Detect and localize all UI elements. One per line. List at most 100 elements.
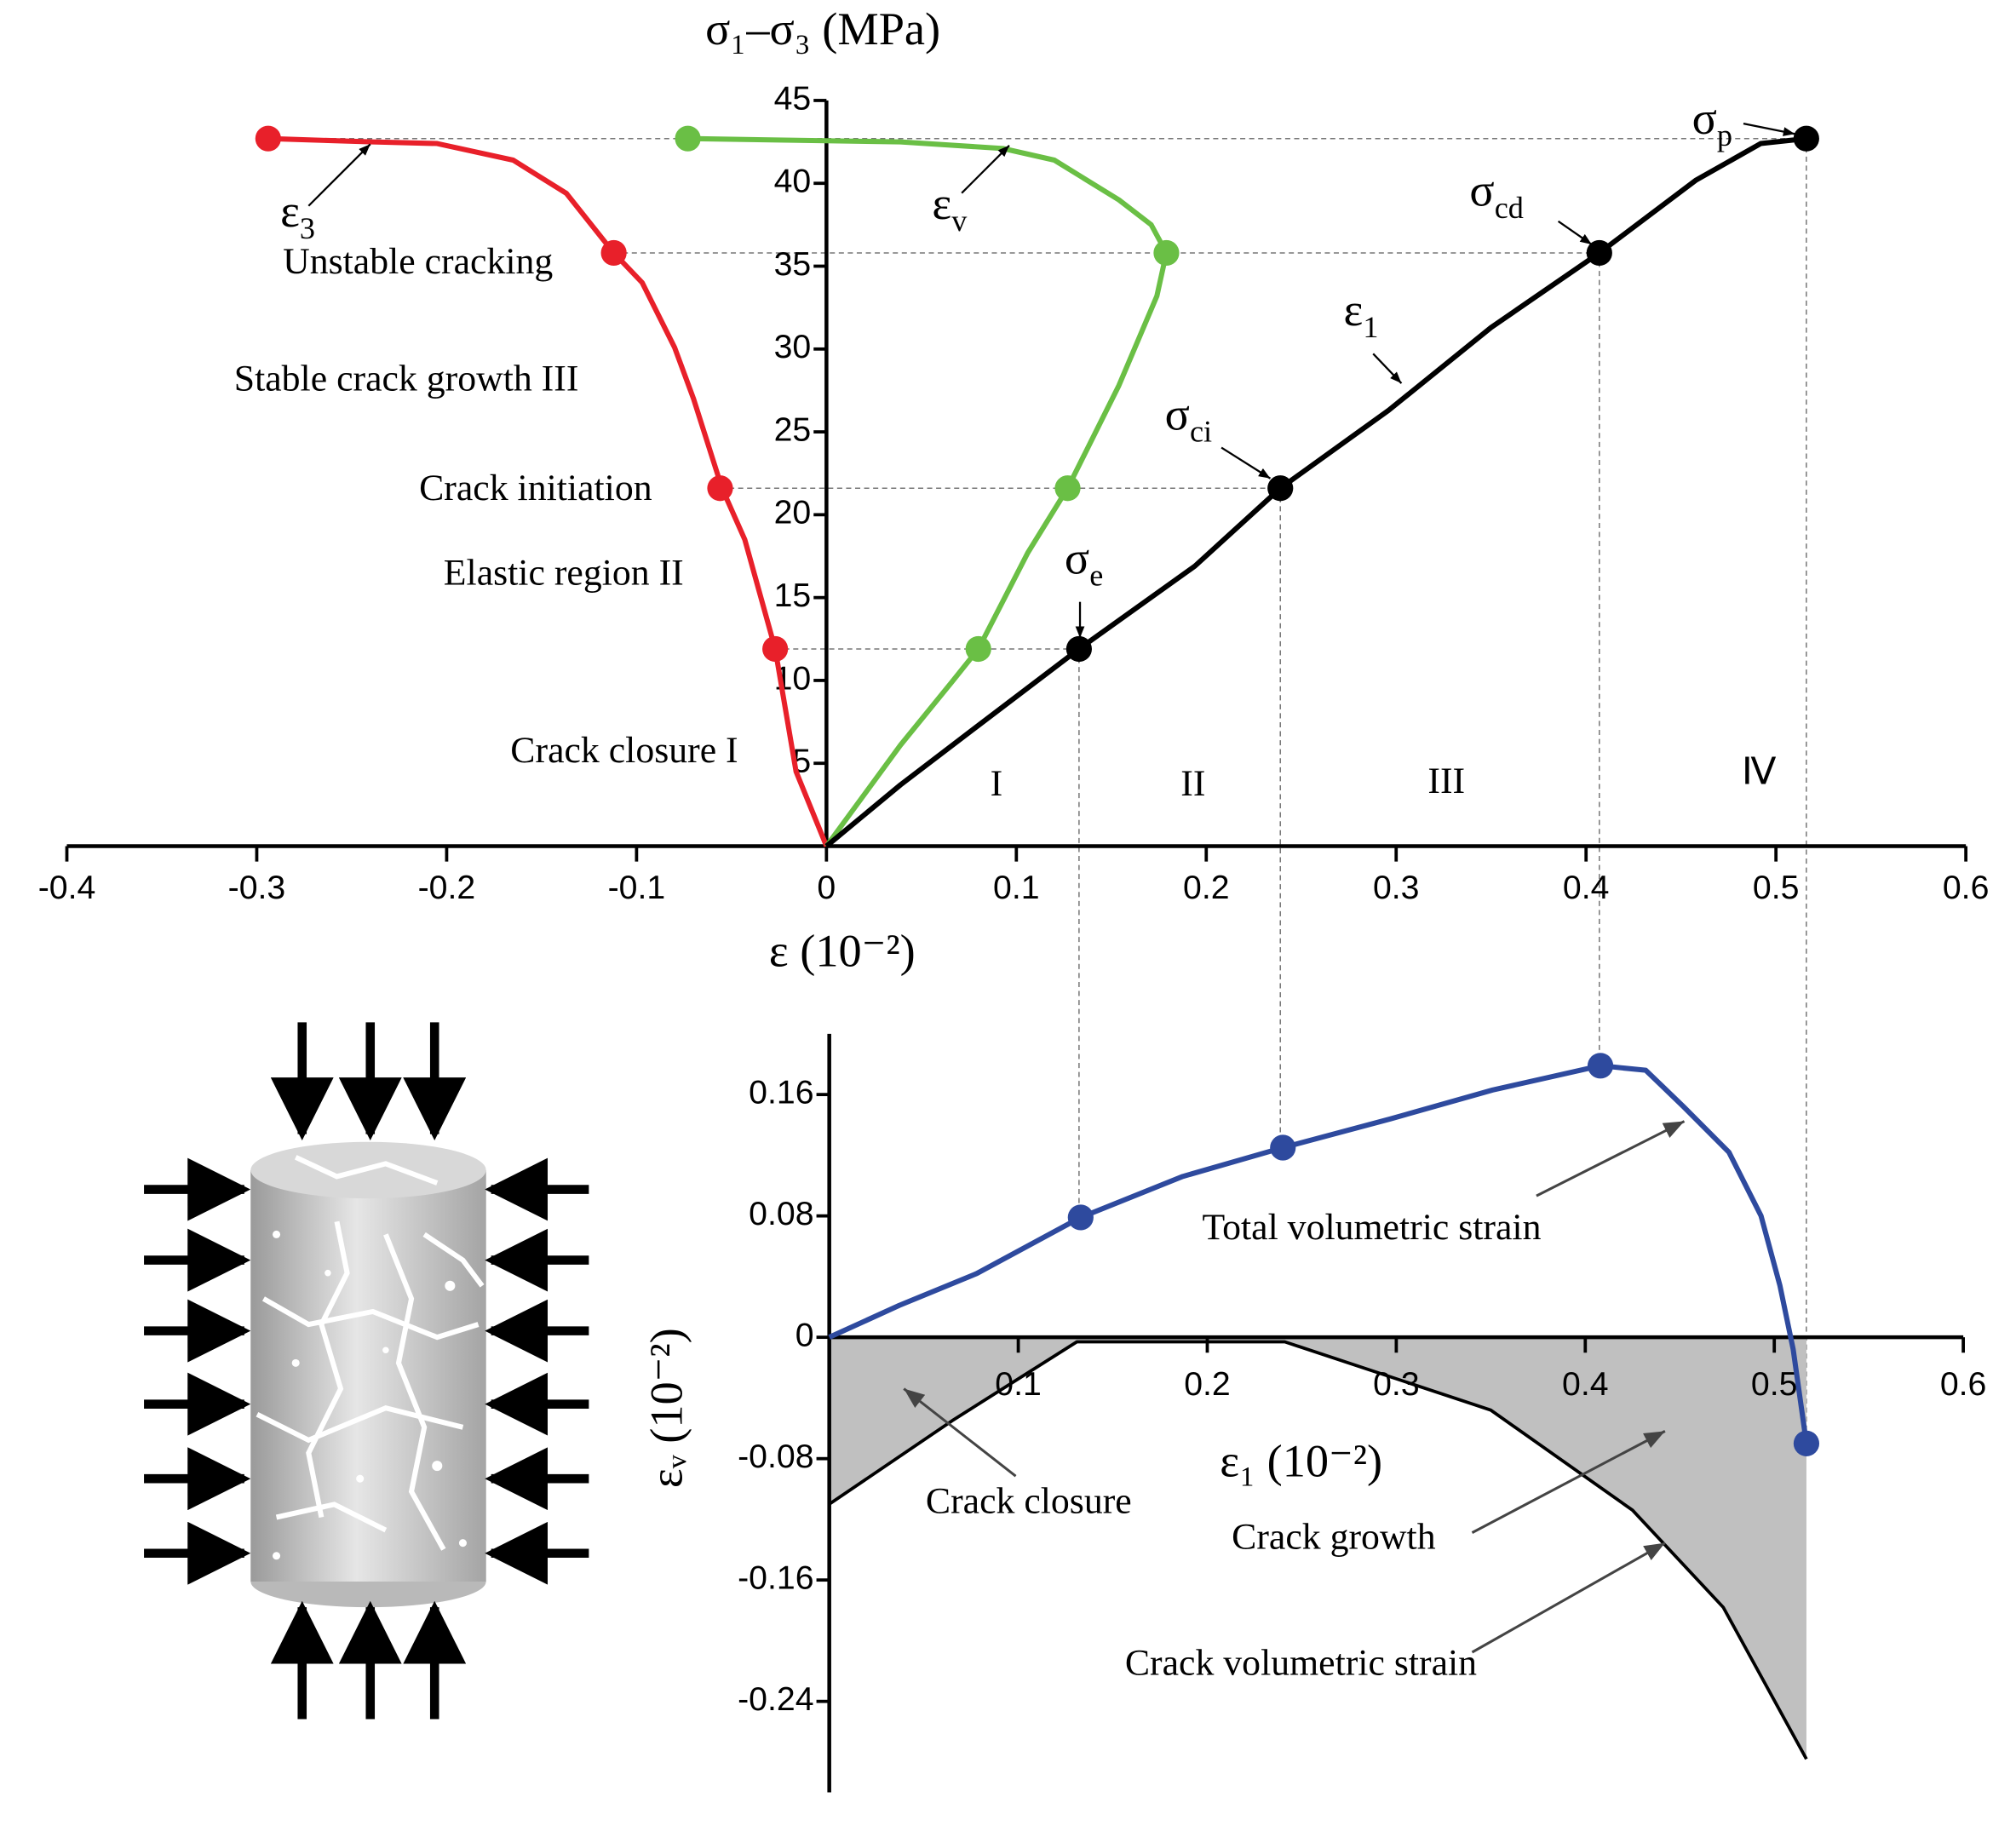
annotation-arrow (1557, 220, 1593, 245)
marker (675, 125, 701, 152)
annotation-symbol: σ (1469, 165, 1494, 216)
annotation-symbol: ε (280, 186, 300, 237)
load-arrows (144, 1022, 589, 1720)
annotation: ε3 (280, 186, 315, 245)
y-tick-label: 15 (774, 577, 812, 614)
y-axis-label: εᵥ (10⁻²) (640, 1328, 692, 1488)
x-tick-label: 0.2 (1184, 1365, 1231, 1403)
annotation-arrow (903, 1387, 1017, 1478)
marker (762, 635, 789, 663)
marker (1065, 635, 1092, 663)
x-tick-label: -0.2 (418, 869, 476, 906)
marker (1587, 1053, 1614, 1079)
x-tick-label: -0.1 (608, 869, 666, 906)
x-tick-label: 0.4 (1562, 1365, 1609, 1403)
x-tick-label: -0.3 (228, 869, 286, 906)
annotation-subscript: 1 (1363, 310, 1378, 344)
region-label: Crack initiation (419, 468, 652, 508)
x-tick-label: 0.5 (1751, 1365, 1798, 1403)
marker (600, 239, 627, 267)
annotation-arrow (1372, 353, 1403, 384)
stage-label: I (991, 763, 1003, 804)
marker (1270, 1134, 1296, 1161)
annotation-arrow (1471, 1430, 1666, 1534)
stage-label: II (1180, 763, 1205, 804)
x-tick-label: 0 (817, 869, 836, 906)
x-tick-label: 0.6 (1940, 1365, 1987, 1403)
x-tick-label: 0.2 (1183, 869, 1230, 906)
y-axis-label: σ₁–σ₃ (MPa) (705, 3, 940, 55)
annotation-arrow (961, 144, 1010, 194)
annotation: ε1 (1343, 285, 1378, 345)
marker (1793, 1430, 1820, 1456)
y-tick-label: 45 (774, 79, 812, 117)
annotation: Crack volumetric strain (1125, 1643, 1477, 1684)
annotation: Crack growth (1232, 1517, 1436, 1558)
y-tick-label: 0.16 (749, 1074, 813, 1111)
specimen-illustration (144, 1022, 589, 1720)
y-tick-label: 0.08 (749, 1195, 813, 1232)
x-tick-label: 0.6 (1943, 869, 1990, 906)
marker (1586, 239, 1612, 267)
annotation-subscript: cd (1495, 191, 1524, 225)
annotation-subscript: v (951, 204, 968, 238)
annotation-arrow (1536, 1120, 1686, 1197)
stage-label: III (1427, 761, 1465, 801)
annotation-subscript: 3 (300, 211, 315, 245)
cracks (256, 1155, 485, 1551)
annotation: σci (1165, 389, 1212, 449)
region-label: Elastic region II (444, 553, 684, 594)
annotation-symbol: σ (1065, 533, 1089, 584)
annotation: σcd (1469, 165, 1523, 225)
annotation: Crack closure (926, 1480, 1132, 1521)
y-tick-label: -0.16 (738, 1559, 813, 1597)
y-tick-label: 40 (774, 163, 812, 200)
line (828, 1340, 1808, 1760)
region-label: Unstable cracking (283, 241, 553, 282)
marker (1054, 475, 1081, 502)
annotation-subscript: ci (1190, 415, 1212, 449)
annotation-subscript: e (1089, 559, 1103, 593)
line (828, 1063, 1809, 1444)
annotation: σe (1065, 533, 1103, 593)
region-label: Crack closure I (510, 730, 738, 771)
marker (1067, 1204, 1094, 1231)
pores (273, 1230, 467, 1560)
annotation: εv (932, 178, 968, 238)
x-axis-label: ε₁ (10⁻²) (1220, 1436, 1382, 1487)
marker (1267, 475, 1294, 502)
x-axis-label: ε (10⁻²) (769, 925, 916, 976)
region-label: Stable crack growth III (234, 359, 579, 399)
annotation-subscript: p (1717, 119, 1732, 153)
annotation-symbol: σ (1165, 389, 1190, 440)
area (829, 1337, 1806, 1760)
y-tick-label: 35 (774, 245, 812, 283)
y-tick-label: 0 (795, 1317, 814, 1354)
y-tick-label: -0.24 (738, 1680, 813, 1718)
annotation-symbol: ε (932, 178, 951, 229)
x-tick-label: 0.3 (1373, 869, 1420, 906)
marker (255, 125, 281, 152)
line (687, 135, 1169, 848)
annotation-arrow (1743, 123, 1795, 136)
marker (965, 635, 991, 663)
x-tick-label: 0.1 (993, 869, 1040, 906)
marker (1793, 125, 1819, 152)
y-tick-label: 20 (774, 494, 812, 531)
y-tick-label: -0.08 (738, 1438, 813, 1475)
y-tick-label: 25 (774, 411, 812, 448)
x-tick-label: 0.5 (1753, 869, 1800, 906)
x-tick-label: 0.1 (995, 1365, 1042, 1403)
annotation-symbol: ε (1343, 285, 1363, 336)
stage-label: Ⅳ (1742, 752, 1777, 793)
annotation: σp (1692, 94, 1732, 153)
annotation: Total volumetric strain (1202, 1207, 1541, 1248)
annotation-symbol: σ (1692, 94, 1717, 145)
y-tick-label: 30 (774, 328, 812, 365)
annotation-arrow (1221, 446, 1272, 479)
annotation-arrow (307, 143, 371, 207)
marker (1153, 239, 1180, 267)
line (824, 135, 1807, 848)
